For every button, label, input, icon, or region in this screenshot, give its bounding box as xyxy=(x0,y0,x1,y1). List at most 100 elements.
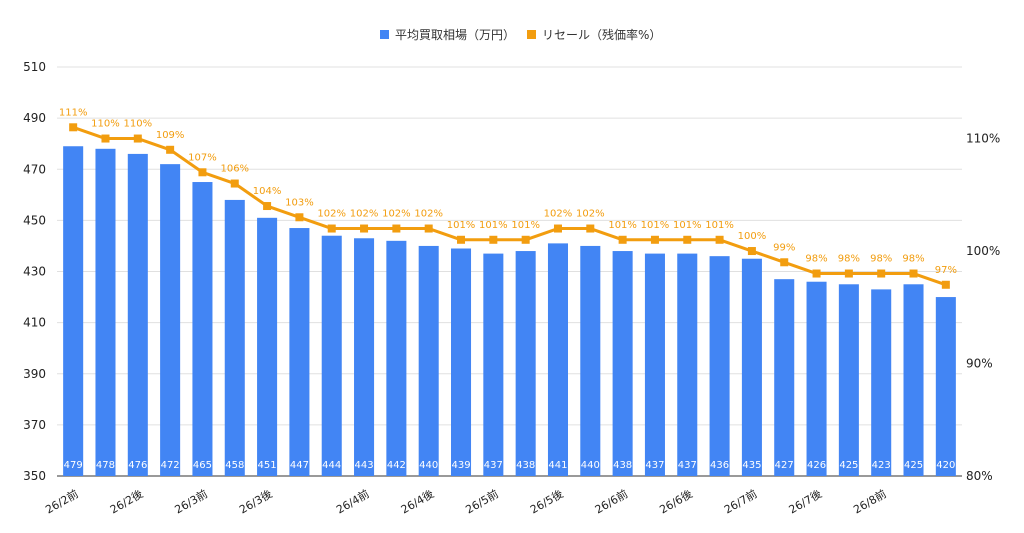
bar xyxy=(838,284,859,476)
line-point xyxy=(360,224,369,233)
left-tick-label: 490 xyxy=(23,111,46,125)
line-value-label: 102% xyxy=(414,209,443,220)
line-point xyxy=(683,235,692,244)
line-value-label: 99% xyxy=(773,242,795,253)
line-point xyxy=(586,224,595,233)
bar xyxy=(289,228,310,476)
bar-value-label: 444 xyxy=(322,460,341,471)
legend-label-line: リセール（残価率%） xyxy=(542,27,661,42)
bar xyxy=(257,217,278,476)
bar xyxy=(386,240,407,476)
line-point xyxy=(424,224,433,233)
bar-value-label: 440 xyxy=(419,460,438,471)
bar xyxy=(127,153,148,476)
bar xyxy=(741,258,762,476)
line-value-label: 102% xyxy=(350,209,379,220)
bar xyxy=(224,199,245,477)
right-tick-label: 80% xyxy=(966,469,993,483)
bar-value-label: 437 xyxy=(678,460,697,471)
bar-value-label: 442 xyxy=(387,460,406,471)
bar-value-label: 436 xyxy=(710,460,729,471)
bar-value-label: 447 xyxy=(290,460,309,471)
line-point xyxy=(521,235,530,244)
line-value-label: 98% xyxy=(805,254,827,265)
bar-value-label: 437 xyxy=(484,460,503,471)
x-tick-label: 26/4前 xyxy=(334,486,372,516)
line-value-label: 101% xyxy=(673,220,702,231)
bar xyxy=(709,256,730,476)
bar xyxy=(192,182,213,476)
x-tick-label: 26/2前 xyxy=(43,486,81,516)
left-tick-label: 450 xyxy=(23,213,46,227)
right-tick-label: 100% xyxy=(966,244,1000,258)
line-value-label: 111% xyxy=(59,107,88,118)
line-value-label: 98% xyxy=(838,254,860,265)
legend-label-bar: 平均買取相場（万円） xyxy=(395,28,515,42)
bar-value-label: 439 xyxy=(451,460,470,471)
line-point xyxy=(457,235,466,244)
x-tick-label: 26/5後 xyxy=(528,486,566,516)
bar-value-label: 472 xyxy=(161,460,180,471)
bar xyxy=(806,281,827,476)
line-point xyxy=(909,269,918,278)
bar xyxy=(677,253,698,476)
bar-value-label: 420 xyxy=(936,460,955,471)
bar xyxy=(515,251,536,476)
bar-value-label: 425 xyxy=(839,460,858,471)
line-point xyxy=(69,123,78,132)
bar xyxy=(871,289,892,476)
line-point xyxy=(166,145,175,154)
bar xyxy=(547,243,569,476)
bar-value-label: 440 xyxy=(581,460,600,471)
line-path xyxy=(72,125,947,287)
line-value-label: 103% xyxy=(285,197,314,208)
line-value-label: 97% xyxy=(935,265,957,276)
bar xyxy=(483,253,504,476)
legend-swatch-bar xyxy=(380,30,389,39)
x-tick-label: 26/7後 xyxy=(786,486,824,516)
x-tick-label: 26/5前 xyxy=(463,486,501,516)
bar-value-label: 476 xyxy=(128,460,147,471)
bar-series: 479 478 476 472 465 458 451 447 444 443 442 440 439 4… xyxy=(63,146,956,477)
bar-value-label: 458 xyxy=(225,460,244,471)
line-point xyxy=(715,235,724,244)
line-value-label: 98% xyxy=(870,254,892,265)
x-tick-label: 26/6前 xyxy=(592,486,630,516)
x-tick-label: 26/7前 xyxy=(721,486,759,516)
line-value-label: 110% xyxy=(91,119,120,130)
line-value-label: 106% xyxy=(220,164,249,175)
x-tick-label: 26/3前 xyxy=(172,486,210,516)
line-value-label: 101% xyxy=(511,220,540,231)
x-tick-label: 26/2後 xyxy=(107,486,145,516)
line-point xyxy=(812,269,821,278)
bar-value-label: 465 xyxy=(193,460,212,471)
line-point xyxy=(553,224,562,233)
bar xyxy=(321,235,342,476)
bar-value-label: 478 xyxy=(96,460,115,471)
bar-value-label: 426 xyxy=(807,460,826,471)
bar xyxy=(450,248,472,476)
line-point xyxy=(263,202,272,211)
bar xyxy=(935,297,956,476)
line-point xyxy=(392,224,401,233)
x-tick-label: 26/8前 xyxy=(851,486,889,516)
bar-value-label: 479 xyxy=(64,460,83,471)
right-axis: 80% 90% 100% 110% xyxy=(966,132,1000,483)
line-value-label: 100% xyxy=(738,231,767,242)
bar xyxy=(903,284,924,476)
x-tick-label: 26/6後 xyxy=(657,486,695,516)
left-tick-label: 350 xyxy=(23,469,46,483)
line-value-label: 101% xyxy=(447,220,476,231)
line-point xyxy=(877,269,886,278)
line-value-label: 98% xyxy=(902,254,924,265)
line-point xyxy=(230,179,239,188)
line-point xyxy=(489,235,498,244)
line-value-label: 102% xyxy=(317,209,346,220)
bar-value-label: 427 xyxy=(775,460,794,471)
left-tick-label: 470 xyxy=(23,162,46,176)
line-value-label: 102% xyxy=(576,209,605,220)
left-tick-label: 430 xyxy=(23,265,46,279)
right-tick-label: 90% xyxy=(966,357,993,371)
legend-swatch-line xyxy=(527,30,536,39)
bar xyxy=(354,238,375,476)
